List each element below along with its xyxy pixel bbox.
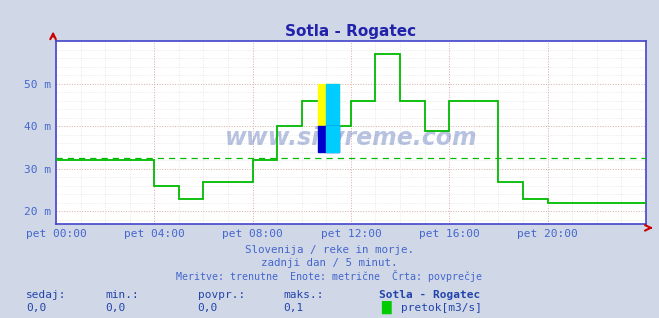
Text: povpr.:: povpr.: xyxy=(198,290,245,300)
Bar xyxy=(318,126,339,152)
Text: pretok[m3/s]: pretok[m3/s] xyxy=(401,303,482,313)
Text: min.:: min.: xyxy=(105,290,139,300)
Text: 0,0: 0,0 xyxy=(198,303,218,313)
Text: 0,0: 0,0 xyxy=(26,303,47,313)
Bar xyxy=(326,126,339,152)
Text: █: █ xyxy=(381,301,391,314)
Text: Meritve: trenutne  Enote: metrične  Črta: povprečje: Meritve: trenutne Enote: metrične Črta: … xyxy=(177,270,482,281)
Text: www.si-vreme.com: www.si-vreme.com xyxy=(225,126,477,150)
Bar xyxy=(326,84,339,126)
Text: zadnji dan / 5 minut.: zadnji dan / 5 minut. xyxy=(261,258,398,268)
Text: 0,0: 0,0 xyxy=(105,303,126,313)
Text: Sotla - Rogatec: Sotla - Rogatec xyxy=(379,290,480,300)
Text: maks.:: maks.: xyxy=(283,290,324,300)
Bar xyxy=(318,84,339,126)
Text: 0,1: 0,1 xyxy=(283,303,304,313)
Text: Slovenija / reke in morje.: Slovenija / reke in morje. xyxy=(245,245,414,255)
Text: sedaj:: sedaj: xyxy=(26,290,67,300)
Title: Sotla - Rogatec: Sotla - Rogatec xyxy=(285,24,416,39)
